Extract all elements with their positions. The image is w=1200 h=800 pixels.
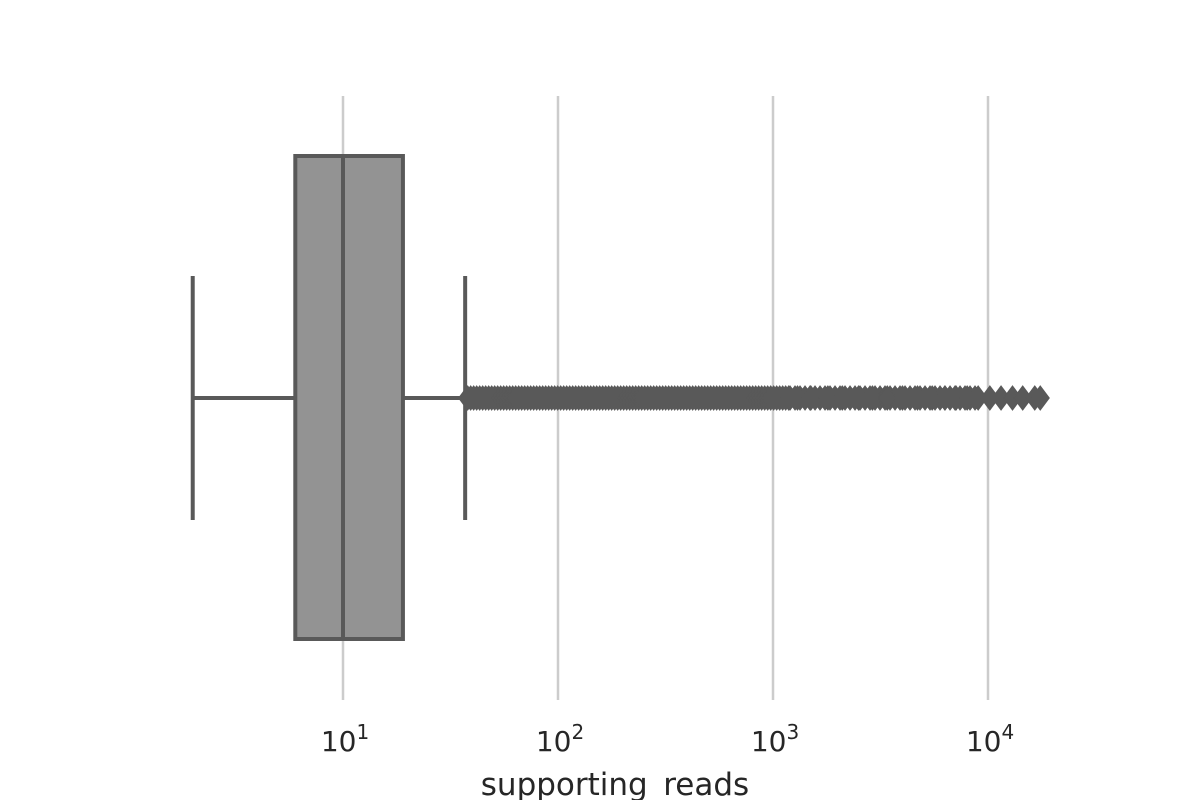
x-tick-label: 104 (966, 720, 1014, 758)
x-tick-label: 102 (536, 720, 584, 758)
outlier-points (458, 385, 1050, 411)
outlier-point (1030, 385, 1050, 411)
x-tick-label: 101 (321, 720, 369, 758)
box-element (190, 154, 468, 641)
x-axis-label: supporting_reads (481, 767, 749, 800)
iqr-box (293, 154, 405, 641)
x-tick-label: 103 (751, 720, 799, 758)
x-tick-labels: 101 102 103 104 (321, 720, 1014, 758)
